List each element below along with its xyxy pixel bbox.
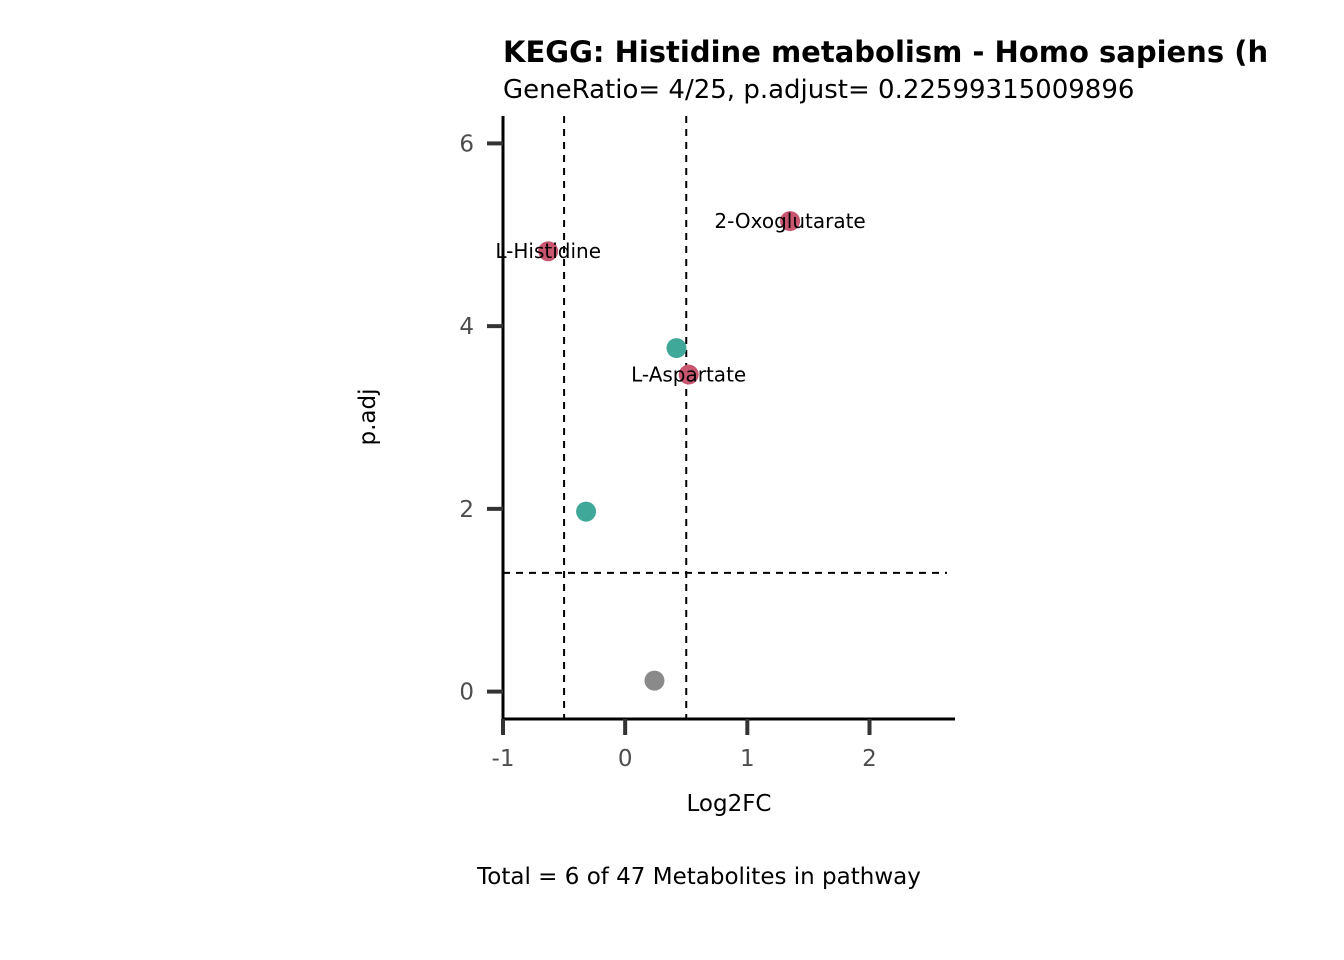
y-tick-label-0: 0 <box>459 680 474 706</box>
point-label-0: 2-Oxoglutarate <box>714 209 865 233</box>
y-axis-title: p.adj <box>355 389 381 446</box>
x-axis-title: Log2FC <box>686 791 771 817</box>
x-tick-label-0: 0 <box>618 746 633 772</box>
x-tick-label-2: 2 <box>862 746 877 772</box>
data-point-3 <box>666 338 687 359</box>
data-points <box>538 211 801 691</box>
point-label-2: L-Aspartate <box>631 363 746 387</box>
chart-caption: Total = 6 of 47 Metabolites in pathway <box>476 864 921 890</box>
point-label-1: L-Histidine <box>495 239 601 263</box>
x-tick-label--1: -1 <box>492 746 515 772</box>
y-tick-label-2: 2 <box>459 497 474 523</box>
point-labels: 2-Oxoglutarate L-Histidine L-Aspartate <box>495 209 865 386</box>
chart-title: KEGG: Histidine metabolism - Homo sapien… <box>503 35 1268 69</box>
y-tick-label-4: 4 <box>459 314 474 340</box>
data-point-0 <box>780 211 801 232</box>
data-point-2 <box>678 364 699 385</box>
data-point-1 <box>538 241 559 262</box>
y-tick-label-6: 6 <box>459 131 474 157</box>
axes: 0 2 4 6 -1 0 1 2 <box>459 116 955 772</box>
chart-subtitle: GeneRatio= 4/25, p.adjust= 0.22599315009… <box>503 75 1134 105</box>
data-point-5 <box>644 670 665 691</box>
x-tick-label-1: 1 <box>740 746 755 772</box>
data-point-4 <box>576 501 597 522</box>
threshold-lines <box>503 116 947 719</box>
